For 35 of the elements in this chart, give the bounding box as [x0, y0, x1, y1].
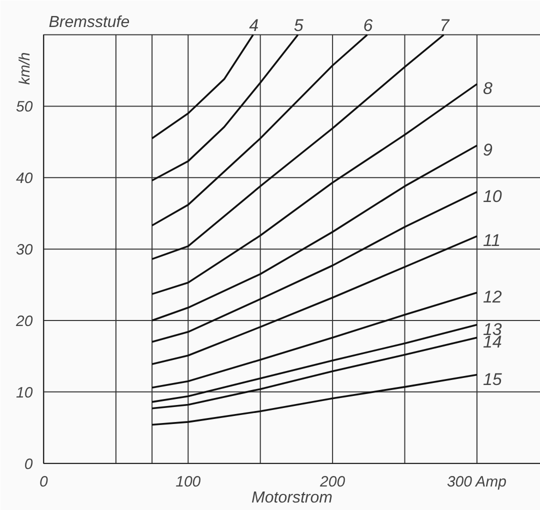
line-series	[151, 324, 478, 403]
line-series	[151, 34, 254, 140]
series-label: 9	[482, 140, 493, 160]
line-series	[151, 34, 445, 260]
series-label: 6	[363, 16, 374, 35]
y-tick-label: 30	[16, 242, 34, 259]
series-label: 7	[440, 16, 450, 35]
series-label: 11	[482, 231, 501, 250]
line-series	[151, 34, 299, 182]
series-label: 4	[249, 16, 259, 35]
text: Bremsstufe	[48, 14, 130, 31]
line-series	[151, 144, 478, 322]
x-tick-label: 200	[319, 473, 346, 490]
x-tick-label: 0	[40, 473, 49, 490]
series-label: 8	[482, 79, 493, 98]
y-tick-label: 50	[16, 98, 34, 116]
series-label: 12	[482, 288, 502, 307]
x-tick-label: 100	[176, 473, 202, 490]
line-series	[151, 336, 478, 410]
line-series	[151, 235, 478, 365]
x-tick-label: 300 Amp	[446, 473, 506, 490]
line-series	[151, 292, 478, 389]
y-axis-title: km/h	[16, 52, 34, 85]
line-series	[151, 83, 478, 295]
y-tick-label: 0	[24, 456, 34, 473]
line-series	[151, 191, 478, 343]
line-series	[151, 374, 478, 426]
y-tick-label: 20	[15, 313, 34, 330]
y-tick-label: 10	[16, 384, 34, 402]
line-series	[151, 34, 368, 226]
x-axis-title: Motorstrom	[252, 490, 332, 506]
series-label: 10	[482, 186, 502, 206]
y-tick-label: 40	[16, 170, 34, 188]
series-label: 5	[294, 16, 304, 35]
series-label: 15	[482, 370, 502, 389]
